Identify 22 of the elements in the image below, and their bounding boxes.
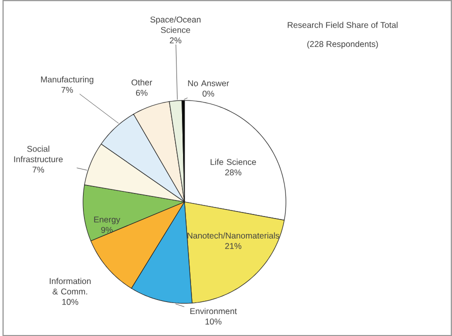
slice-label: No Answer [188,80,230,86]
data-label: 21% [225,242,242,249]
slice-label: Manufacturing [41,76,94,84]
text: Research Field Share of Total [288,22,398,28]
text: (228 Respondents) [307,40,378,49]
data-label: 6% [136,90,148,96]
slice-label: Environment [190,308,237,314]
slice-label: Space/Ocean Science [150,16,200,33]
slice-label: Social Infrastructure [14,146,63,162]
slice-label: Life Science [210,158,256,165]
slice-label: Information & Comm. [50,278,91,294]
data-label: 7% [32,166,44,173]
slice-label: Other [132,79,152,86]
data-label: 0% [202,90,214,97]
data-label: 9% [101,226,113,233]
data-label: 7% [61,86,73,93]
slice-label: Energy [94,216,120,224]
slice-label: Nanotech/Nanomaterials [188,232,280,239]
data-label: 10% [62,298,78,305]
data-label: 10% [206,318,222,324]
data-label: 28% [225,169,242,176]
data-label: 2% [170,37,182,44]
